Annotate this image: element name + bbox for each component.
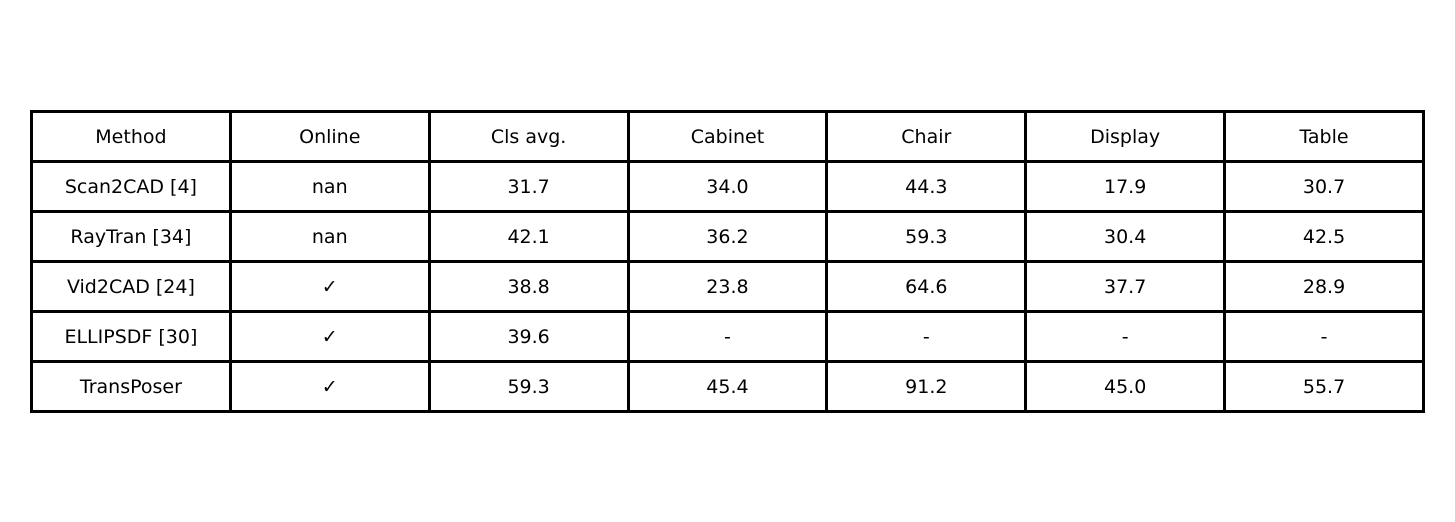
table-cell: 37.7	[1024, 260, 1227, 313]
table-row: Vid2CAD [24] ✓ 38.8 23.8 64.6 37.7 28.9	[30, 260, 1425, 313]
table-cell: 42.1	[427, 210, 630, 263]
column-header: Table	[1223, 110, 1425, 163]
table-cell: 17.9	[1024, 160, 1227, 213]
table-cell: 45.0	[1024, 360, 1227, 413]
table-cell: 42.5	[1223, 210, 1425, 263]
table-cell: 55.7	[1223, 360, 1425, 413]
table-cell: 64.6	[825, 260, 1028, 313]
header-row: Method Online Cls avg. Cabinet Chair Display T…	[30, 110, 1425, 163]
table-cell: 44.3	[825, 160, 1028, 213]
table-cell: -	[1223, 310, 1425, 363]
table-cell: 59.3	[427, 360, 630, 413]
column-header: Cabinet	[626, 110, 829, 163]
table-cell: ✓	[228, 360, 431, 413]
table-header: Method Online Cls avg. Cabinet Chair Display T…	[30, 110, 1425, 163]
table-cell: nan	[228, 160, 431, 213]
table-body: Scan2CAD [4] nan 31.7 34.0 44.3 17.9 30.7 RayTr…	[30, 160, 1425, 413]
table-cell: 45.4	[626, 360, 829, 413]
table-cell: -	[825, 310, 1028, 363]
table-cell: -	[1024, 310, 1227, 363]
column-header: Chair	[825, 110, 1028, 163]
table-cell: 39.6	[427, 310, 630, 363]
method-cell: TransPoser	[30, 360, 232, 413]
table-row: TransPoser ✓ 59.3 45.4 91.2 45.0 55.7	[30, 360, 1425, 413]
method-cell: ELLIPSDF [30]	[30, 310, 232, 363]
table-cell: 59.3	[825, 210, 1028, 263]
table-cell: 31.7	[427, 160, 630, 213]
table-cell: 91.2	[825, 360, 1028, 413]
method-cell: Vid2CAD [24]	[30, 260, 232, 313]
column-header: Display	[1024, 110, 1227, 163]
results-table: Method Online Cls avg. Cabinet Chair Display T…	[30, 110, 1425, 413]
method-cell: RayTran [34]	[30, 210, 232, 263]
table-cell: 38.8	[427, 260, 630, 313]
table-cell: 23.8	[626, 260, 829, 313]
table-cell: 36.2	[626, 210, 829, 263]
table-row: RayTran [34] nan 42.1 36.2 59.3 30.4 42.5	[30, 210, 1425, 263]
table-cell: 30.7	[1223, 160, 1425, 213]
table-row: Scan2CAD [4] nan 31.7 34.0 44.3 17.9 30.7	[30, 160, 1425, 213]
table-cell: 28.9	[1223, 260, 1425, 313]
table-row: ELLIPSDF [30] ✓ 39.6- - - -	[30, 310, 1425, 363]
column-header: Online	[228, 110, 431, 163]
method-cell: Scan2CAD [4]	[30, 160, 232, 213]
column-header: Cls avg.	[427, 110, 630, 163]
table-cell: 34.0	[626, 160, 829, 213]
table-cell: 30.4	[1024, 210, 1227, 263]
table-cell: ✓	[228, 260, 431, 313]
table-cell: -	[626, 310, 829, 363]
table-cell: nan	[228, 210, 431, 263]
column-header: Method	[30, 110, 232, 163]
table-cell: ✓	[228, 310, 431, 363]
